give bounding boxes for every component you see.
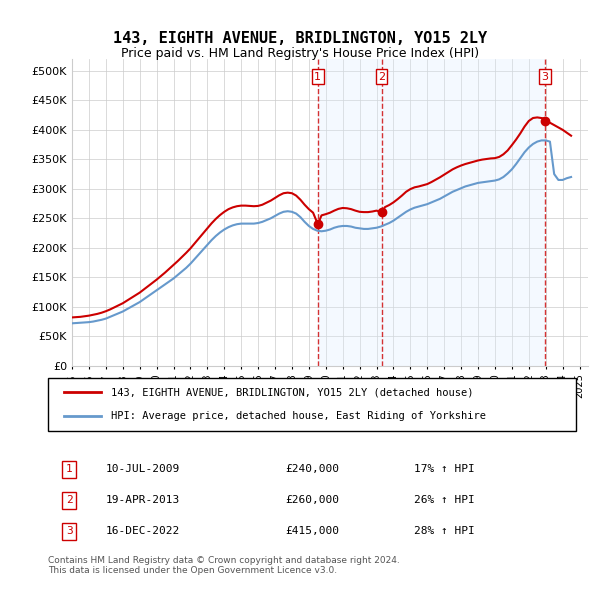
Text: 1: 1 [314, 72, 322, 81]
Text: 3: 3 [542, 72, 548, 81]
Text: £260,000: £260,000 [285, 496, 339, 505]
Text: 19-APR-2013: 19-APR-2013 [106, 496, 180, 505]
Text: 17% ↑ HPI: 17% ↑ HPI [413, 464, 475, 474]
Text: 26% ↑ HPI: 26% ↑ HPI [413, 496, 475, 505]
Text: 3: 3 [66, 526, 73, 536]
Text: 143, EIGHTH AVENUE, BRIDLINGTON, YO15 2LY (detached house): 143, EIGHTH AVENUE, BRIDLINGTON, YO15 2L… [112, 388, 474, 398]
Text: 143, EIGHTH AVENUE, BRIDLINGTON, YO15 2LY: 143, EIGHTH AVENUE, BRIDLINGTON, YO15 2L… [113, 31, 487, 46]
FancyBboxPatch shape [48, 378, 576, 431]
Bar [382, 59, 545, 366]
Text: Price paid vs. HM Land Registry's House Price Index (HPI): Price paid vs. HM Land Registry's House … [121, 47, 479, 60]
Text: 10-JUL-2009: 10-JUL-2009 [106, 464, 180, 474]
Text: £415,000: £415,000 [285, 526, 339, 536]
Text: 28% ↑ HPI: 28% ↑ HPI [413, 526, 475, 536]
Text: HPI: Average price, detached house, East Riding of Yorkshire: HPI: Average price, detached house, East… [112, 411, 487, 421]
Text: 2: 2 [378, 72, 385, 81]
Text: 16-DEC-2022: 16-DEC-2022 [106, 526, 180, 536]
Text: 2: 2 [66, 496, 73, 505]
Text: Contains HM Land Registry data © Crown copyright and database right 2024.
This d: Contains HM Land Registry data © Crown c… [48, 556, 400, 575]
Text: 1: 1 [66, 464, 73, 474]
Bar [318, 59, 382, 366]
Text: £240,000: £240,000 [285, 464, 339, 474]
